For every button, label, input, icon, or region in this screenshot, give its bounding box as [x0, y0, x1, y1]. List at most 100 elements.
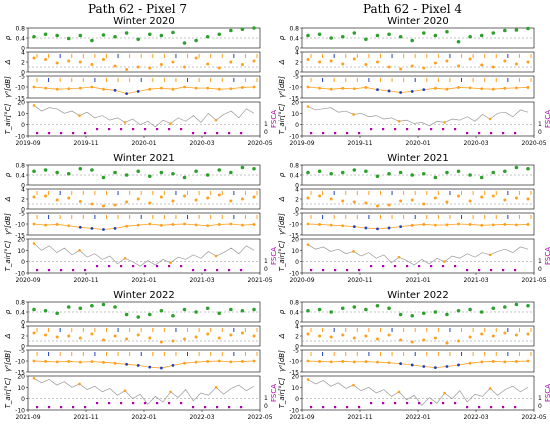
x-tick-label: 2022-03	[189, 414, 214, 421]
x-tick-label: 2020-09	[289, 277, 314, 284]
winter-title: Winter 2022	[387, 290, 449, 301]
delta-panel-frame	[301, 188, 535, 210]
delta-point	[375, 60, 379, 64]
y-tick-label: -15	[15, 96, 25, 103]
tair-marker	[169, 390, 172, 394]
gamma-point	[159, 223, 163, 227]
delta-point	[387, 203, 391, 207]
delta-point	[78, 60, 82, 64]
fsca-point	[96, 128, 99, 131]
fsca-tick-label: 0	[538, 403, 542, 410]
fsca-point	[394, 265, 397, 268]
gamma-point	[526, 359, 530, 363]
delta-point	[387, 333, 391, 337]
tair-axis-label: T_air[°C]	[4, 240, 12, 271]
fsca-point	[48, 406, 51, 409]
gamma-point	[410, 223, 414, 227]
delta-point	[252, 334, 256, 338]
fsca-tick-label: 1	[538, 258, 542, 265]
x-tick-label: 2021-05	[521, 277, 546, 284]
fsca-point	[228, 269, 231, 272]
y-tick-label: 0	[295, 46, 299, 53]
winter-title: Winter 2020	[387, 16, 449, 27]
rho-point	[398, 170, 403, 175]
delta-point	[217, 193, 221, 197]
gamma-point	[341, 360, 345, 363]
tair-marker	[488, 253, 492, 257]
rho-point	[306, 170, 310, 175]
fsca-point	[36, 406, 39, 409]
y-tick-label: -10	[289, 85, 299, 92]
delta-point	[352, 336, 356, 340]
delta-point	[329, 335, 333, 339]
tair-marker	[123, 256, 127, 260]
delta-point	[491, 65, 495, 69]
rho-point	[136, 315, 141, 319]
x-tick-label: 2021-05	[247, 277, 272, 284]
fsca-point	[370, 402, 373, 405]
fsca-point	[346, 269, 349, 272]
fsca-point	[490, 406, 493, 409]
x-tick-label: 2020-01	[131, 140, 156, 147]
y-tick-label: -15	[289, 233, 299, 240]
rho-point	[491, 170, 496, 175]
delta-panel-frame	[27, 325, 261, 347]
delta-point	[306, 196, 310, 200]
rho-point	[375, 33, 380, 38]
gamma-point	[457, 363, 460, 367]
gamma-point	[241, 360, 244, 363]
tair-panel-frame	[301, 101, 535, 137]
y-tick-label: 0.8	[15, 300, 25, 307]
gamma-point	[55, 87, 59, 91]
gamma-point	[183, 222, 186, 226]
gamma-panel-frame	[27, 349, 261, 373]
fsca-tick-label: 0	[538, 266, 542, 273]
tair-marker	[123, 389, 127, 393]
delta-point	[491, 334, 495, 338]
gamma-point	[136, 90, 140, 93]
fsca-point	[240, 406, 243, 409]
rho-point	[159, 33, 164, 38]
x-tick-label: 2020-05	[247, 140, 272, 147]
fsca-point	[192, 269, 195, 272]
delta-point	[136, 65, 140, 69]
gamma-point	[468, 86, 472, 90]
gamma-point	[329, 360, 333, 364]
gamma-point	[217, 87, 221, 91]
gamma-point	[148, 87, 152, 91]
y-tick-label: -10	[289, 134, 299, 141]
fsca-tick-label: 1	[264, 121, 268, 128]
tair-marker	[306, 105, 310, 108]
delta-point	[229, 60, 233, 64]
tair-panel-frame	[27, 101, 261, 137]
delta-point	[78, 200, 82, 203]
fsca-point	[48, 269, 51, 272]
rho-point	[252, 307, 256, 312]
y-tick-label: 0.4	[15, 173, 25, 180]
fsca-point	[454, 128, 457, 131]
rho-point	[171, 171, 175, 176]
fsca-point	[322, 132, 325, 135]
tair-marker	[443, 391, 446, 395]
fsca-point	[144, 265, 147, 268]
tair-marker	[397, 390, 401, 394]
gamma-point	[136, 223, 140, 227]
delta-point	[252, 59, 256, 63]
winter-title: Winter 2022	[113, 290, 175, 301]
y-tick-label: 0	[295, 207, 299, 214]
delta-point	[67, 59, 71, 63]
rho-point	[410, 313, 415, 318]
fsca-point	[466, 269, 469, 272]
rho-point	[43, 308, 48, 313]
delta-point	[183, 194, 187, 198]
gamma-point	[252, 359, 256, 363]
tair-axis-label: T_air[°C]	[4, 377, 12, 408]
gamma-point	[44, 360, 47, 363]
rho-point	[113, 170, 117, 175]
rho-point	[340, 170, 345, 175]
gamma-point	[422, 88, 426, 92]
rho-point	[468, 307, 472, 312]
rho-axis-label: ρ	[278, 35, 286, 40]
rho-point	[503, 28, 507, 33]
x-tick-label: 2021-03	[189, 277, 214, 284]
